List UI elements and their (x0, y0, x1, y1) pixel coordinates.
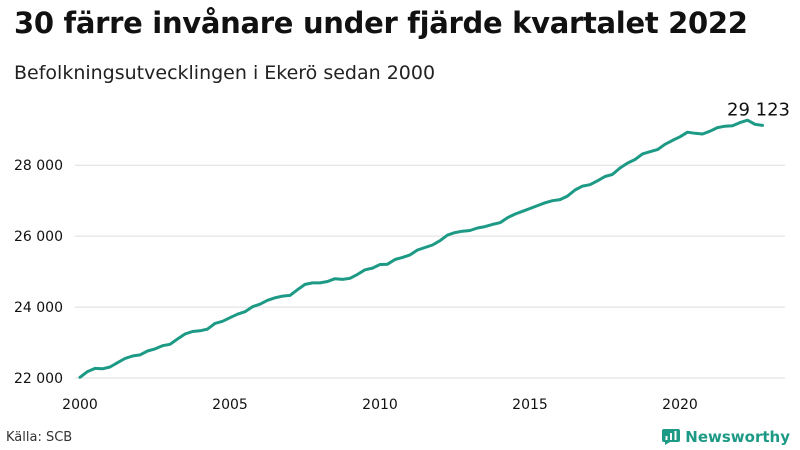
x-tick-label: 2010 (362, 397, 398, 413)
x-tick-label: 2000 (62, 397, 98, 413)
bar-chart-icon (662, 429, 681, 445)
series-line (78, 118, 764, 379)
series-group (78, 118, 764, 379)
y-tick-label: 26 000 (14, 229, 63, 245)
x-tick-label: 2015 (512, 397, 548, 413)
source-note: Källa: SCB (6, 430, 73, 445)
grid-lines (75, 164, 785, 379)
x-axis-ticks: 2000 2005 2010 2015 2020 (62, 397, 698, 413)
annotation-group: 29 123 (727, 99, 790, 120)
last-value-label: 29 123 (727, 99, 790, 120)
y-tick-label: 22 000 (14, 371, 63, 387)
chart-title: 30 färre invånare under fjärde kvartalet… (14, 6, 748, 40)
chart-subtitle: Befolkningsutvecklingen i Ekerö sedan 20… (14, 62, 436, 84)
y-tick-label: 28 000 (14, 158, 63, 174)
x-tick-label: 2020 (662, 397, 698, 413)
brand-logo: Newsworthy (662, 428, 790, 446)
x-tick-label: 2005 (212, 397, 248, 413)
y-tick-label: 24 000 (14, 300, 63, 316)
y-axis-ticks: 22 000 24 000 26 000 28 000 (14, 158, 63, 387)
brand-name: Newsworthy (685, 428, 790, 446)
